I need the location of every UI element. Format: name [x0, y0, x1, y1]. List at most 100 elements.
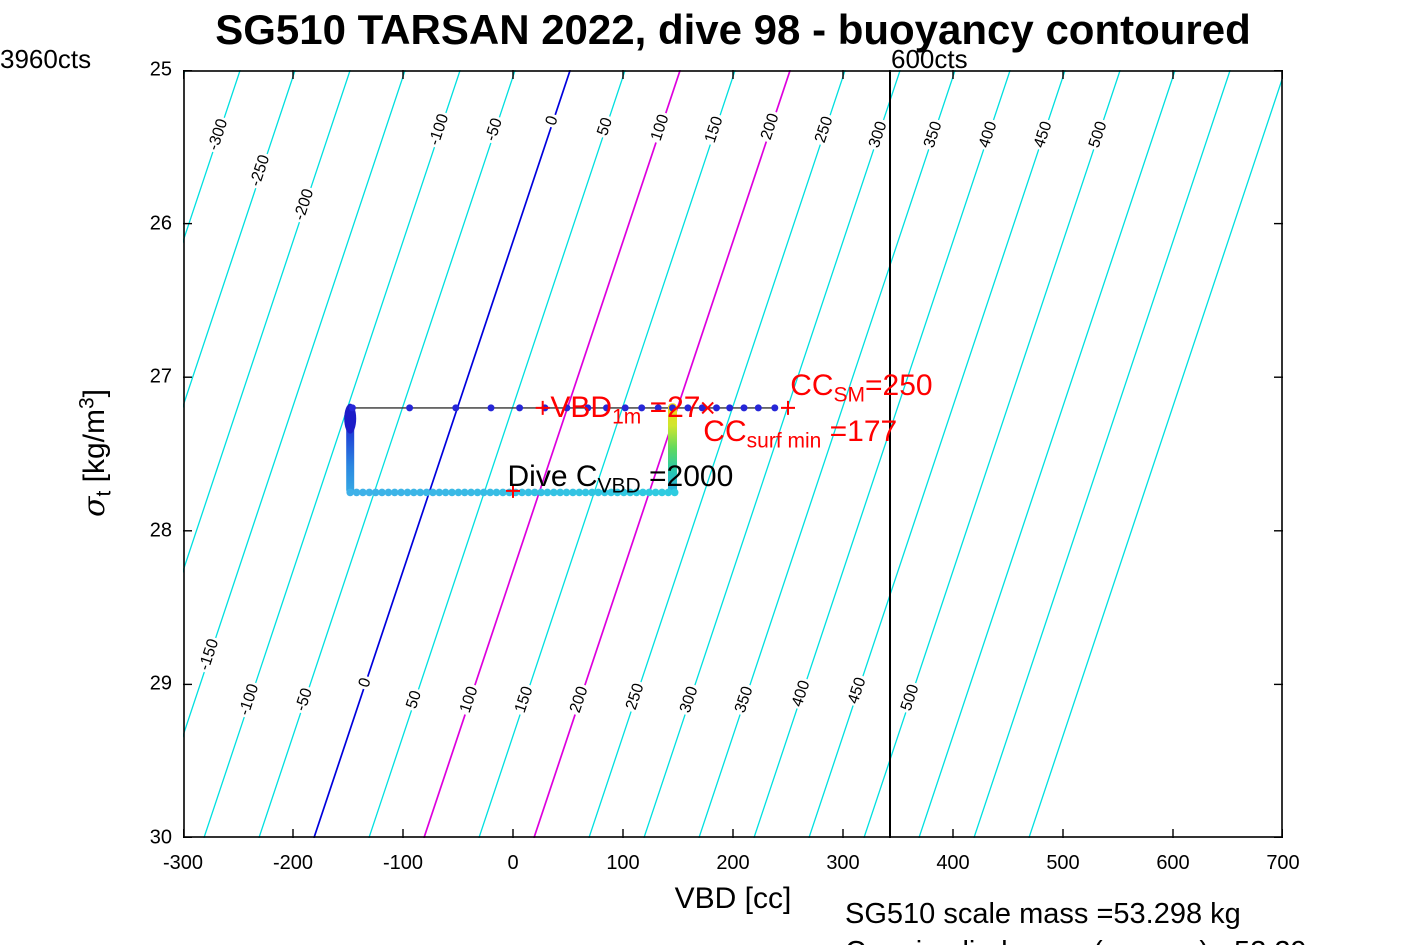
apogee-point	[365, 488, 374, 497]
apogee-point	[581, 488, 590, 497]
surface-point	[654, 404, 662, 412]
apogee-point	[371, 488, 380, 497]
y-tick-label: 28	[149, 519, 172, 542]
contour-line	[918, 70, 1176, 838]
plus-marker	[506, 483, 520, 498]
text-part: σ	[77, 496, 113, 518]
apogee-point	[575, 488, 584, 497]
apogee-point	[384, 488, 393, 497]
apogee-point	[410, 488, 418, 497]
contour-line	[753, 70, 1011, 838]
apogee-point	[645, 488, 653, 497]
y-tick-label: 25	[149, 58, 172, 81]
apogee-point	[352, 488, 361, 497]
apogee-point	[556, 488, 564, 497]
apogee-point	[569, 488, 577, 497]
y-tick-label: 26	[149, 212, 172, 235]
apogee-point	[346, 488, 354, 497]
y-tick-label: 29	[149, 672, 172, 695]
apogee-point	[550, 488, 558, 497]
apogee-point	[588, 488, 596, 497]
apogee-point	[543, 488, 552, 497]
contour-line-highlight	[423, 70, 682, 838]
text-part: t	[92, 490, 116, 497]
contour-line-highlight	[313, 70, 572, 838]
dive-pump-segment	[668, 403, 677, 494]
surface-point	[669, 404, 676, 412]
x-tick-label: -100	[382, 852, 424, 874]
apogee-point	[530, 488, 539, 497]
apogee-point	[416, 488, 424, 497]
surface-point	[638, 404, 646, 412]
contour-line	[863, 70, 1121, 838]
x-tick-label: 200	[716, 852, 750, 874]
text-part: implied mass (apogee) =53.29	[908, 936, 1307, 945]
x-tick-label: 700	[1266, 852, 1300, 874]
contour-line	[183, 70, 406, 738]
surface-point	[603, 404, 610, 412]
apogee-point	[537, 488, 545, 497]
y-tick-label: 27	[149, 365, 172, 388]
apogee-point	[435, 488, 444, 497]
text-part: ]	[78, 388, 112, 398]
implied-mass-text: CVBD implied mass (apogee) =53.29	[845, 936, 1307, 945]
contour-line	[368, 70, 626, 838]
surface-point	[713, 404, 720, 412]
apogee-point	[632, 488, 641, 497]
contour-line	[478, 70, 736, 838]
surface-point	[621, 404, 629, 412]
apogee-point	[486, 488, 495, 497]
surface-point	[406, 404, 414, 412]
apogee-point	[359, 488, 367, 497]
y-axis-label: σt [kg/m3]	[76, 389, 117, 517]
apogee-point	[613, 488, 622, 497]
apogee-point	[403, 488, 412, 497]
surface-point	[684, 404, 692, 412]
x-tick-label: -300	[162, 852, 204, 874]
apogee-point	[594, 488, 603, 497]
apogee-point	[397, 488, 405, 497]
apogee-point	[378, 488, 386, 497]
plot-area: -300 -250 -200 -100 -50 0 50 100 150 200 250 300 350…	[183, 70, 1283, 838]
surface-point	[563, 404, 571, 412]
contour-line	[588, 70, 846, 838]
apogee-point	[422, 488, 431, 497]
surface-point	[740, 404, 748, 412]
page-title: SG510 TARSAN 2022, dive 98 - buoyancy co…	[215, 6, 1251, 53]
apogee-point	[664, 488, 673, 497]
contour-line-highlight	[533, 70, 792, 838]
apogee-point	[454, 488, 463, 497]
surface-point	[348, 404, 356, 412]
apogee-point	[499, 488, 507, 497]
contour-line	[643, 70, 901, 838]
x-axis-label: VBD [cc]	[674, 882, 792, 915]
x-tick-label: -200	[272, 852, 314, 874]
apogee-point	[658, 488, 666, 497]
surface-point	[452, 404, 460, 412]
apogee-point	[480, 488, 488, 497]
apogee-point	[524, 488, 533, 497]
x-tick-label: 0	[507, 852, 519, 874]
x-tick-label: 100	[606, 852, 640, 874]
apogee-point	[600, 488, 609, 497]
surface-point	[584, 404, 592, 412]
contour-line	[258, 70, 516, 838]
contour-line	[698, 70, 956, 838]
contour-line	[183, 70, 351, 574]
apogee-point	[441, 488, 450, 497]
x-tick-label: 600	[1156, 852, 1190, 874]
plus-marker	[535, 400, 550, 415]
contour-line	[183, 70, 296, 409]
surface-point	[516, 404, 524, 412]
counts-reference-label: 600cts	[891, 44, 968, 74]
surface-point	[487, 404, 495, 412]
y-tick-label: 30	[149, 826, 172, 849]
x-tick-label: 300	[826, 852, 860, 874]
x-tick-label: 400	[936, 852, 970, 874]
contour-line	[183, 70, 241, 244]
apogee-point	[651, 488, 660, 497]
apogee-point	[390, 488, 399, 497]
surface-point	[726, 404, 734, 412]
apogee-point	[607, 488, 615, 497]
